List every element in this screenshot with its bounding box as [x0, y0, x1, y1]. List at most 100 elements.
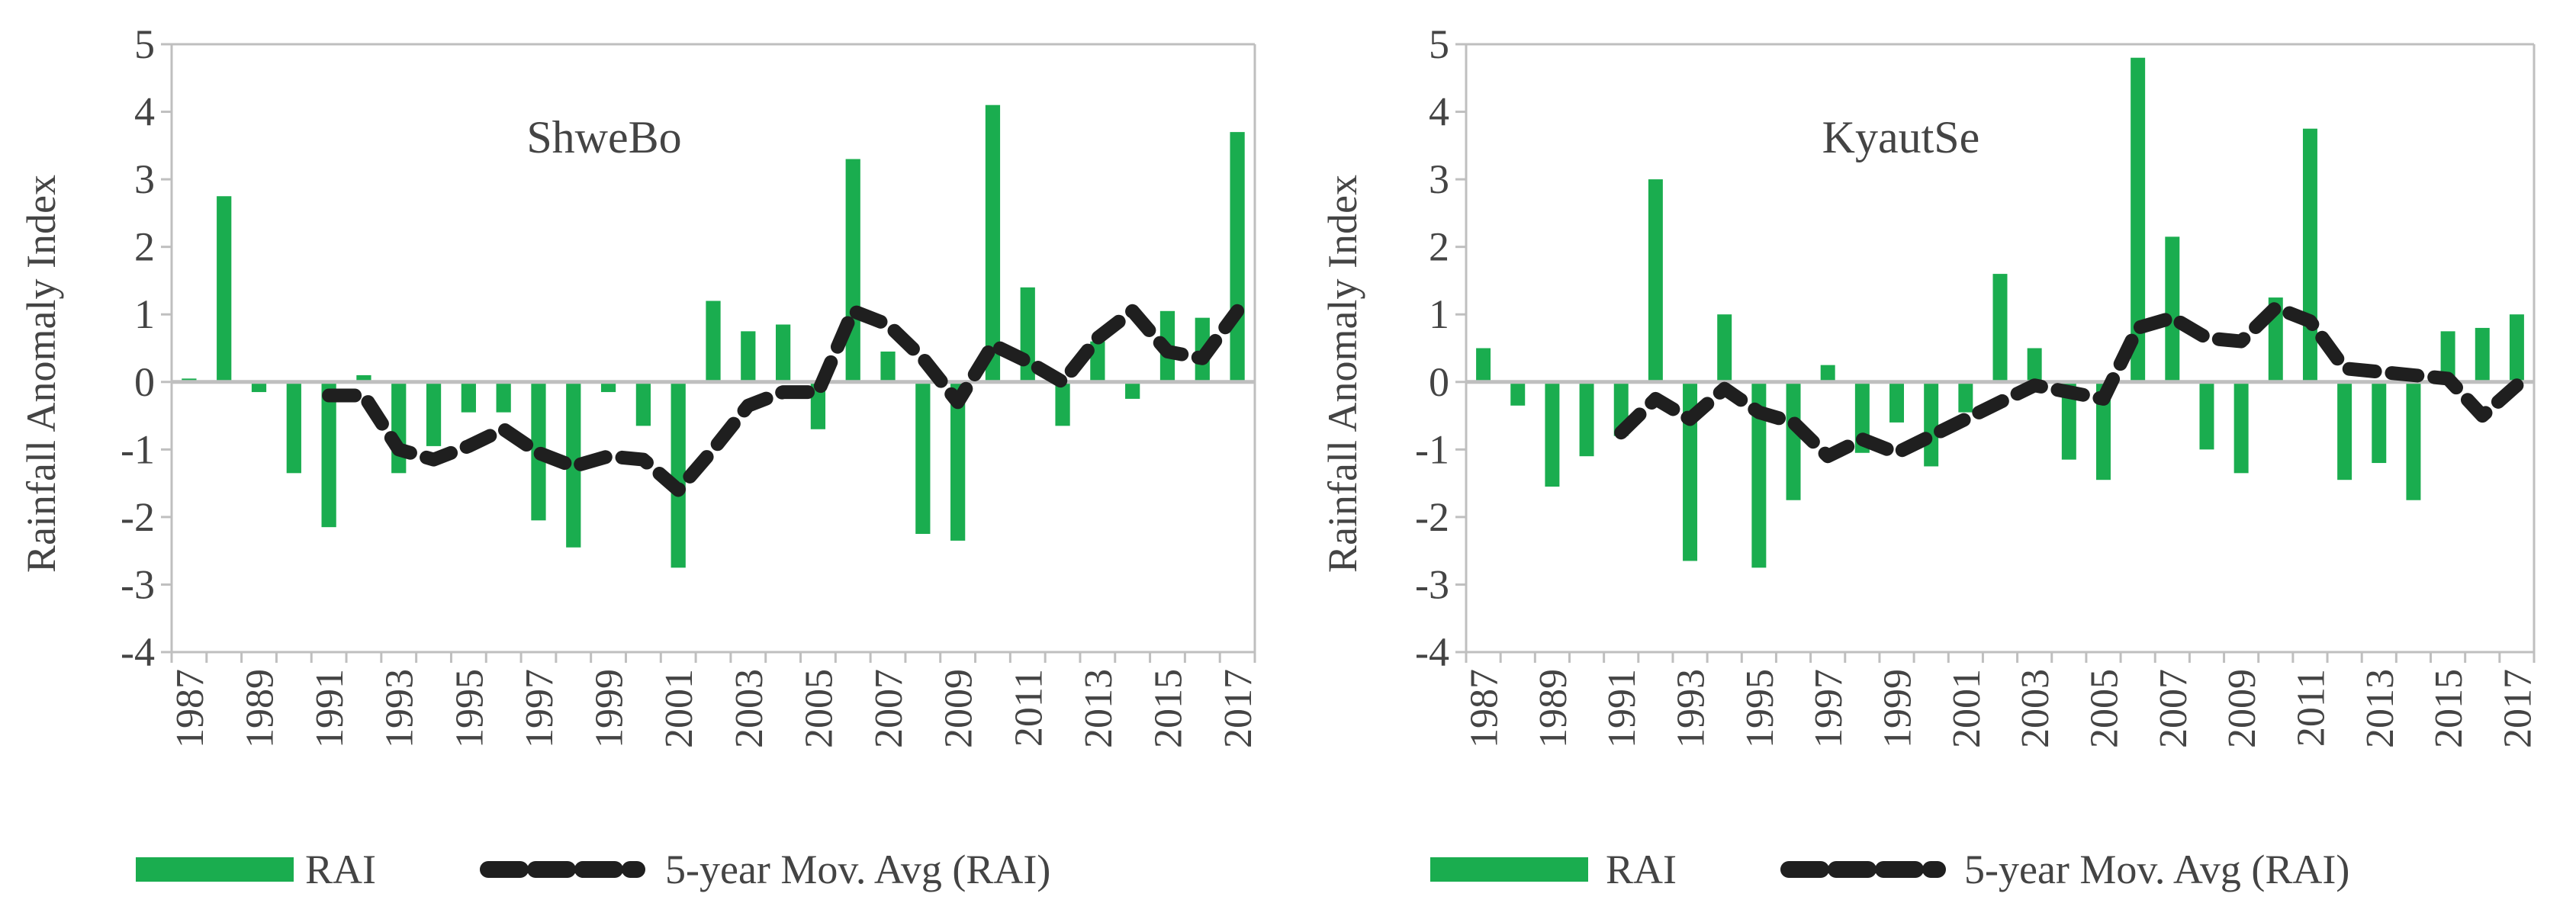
y-tick-label: 5 [134, 21, 155, 67]
bar-2017 [1230, 132, 1245, 382]
bar-1995 [461, 381, 476, 413]
x-tick-label-1989: 1989 [239, 669, 282, 748]
bar-2014 [1125, 381, 1140, 399]
x-tick-label-1995: 1995 [1738, 669, 1782, 748]
bar-1995 [1751, 381, 1767, 568]
bar-1990 [286, 381, 301, 474]
x-tick-label-2007: 2007 [2152, 669, 2195, 748]
bar-2008 [2199, 381, 2214, 450]
plot-area: 5 4 3 2 1 0 -1 -2 -3 -4 1987 1989 1991 1993 1995 1997 19… [1415, 21, 2539, 748]
bar-1991 [321, 381, 336, 528]
x-tick-label-2005: 2005 [2082, 669, 2126, 748]
y-tick-label: 3 [1429, 156, 1449, 202]
chart-title: KyautSe [1822, 112, 1980, 162]
bar-2004 [2061, 381, 2076, 460]
bar-1993 [1683, 381, 1698, 561]
x-tick-label-2013: 2013 [1077, 669, 1121, 748]
moving-average-line [1614, 301, 2524, 464]
y-tick-label: 5 [1429, 21, 1449, 67]
bar-1992 [356, 374, 371, 382]
bar-2013 [2372, 381, 2387, 464]
x-tick-label-2001: 2001 [1945, 669, 1989, 748]
bar-2004 [775, 324, 791, 382]
y-axis-label: Rainfall Anomaly Index [1320, 175, 1365, 573]
x-tick-label-1995: 1995 [448, 669, 491, 748]
x-tick-label-2011: 2011 [1007, 669, 1050, 747]
bar-1994 [426, 381, 442, 446]
x-tick-label-2011: 2011 [2289, 669, 2333, 747]
bar-1996 [1786, 381, 1801, 500]
y-tick-label: -4 [121, 629, 155, 675]
x-tick-label-2017: 2017 [1217, 669, 1260, 748]
bar-2017 [2509, 314, 2524, 382]
y-tick-label: -3 [121, 561, 155, 607]
bar-1988 [1510, 381, 1526, 406]
bar-2003 [741, 331, 756, 382]
x-tick-label-1987: 1987 [169, 669, 212, 748]
y-tick-label: -2 [121, 494, 155, 540]
bar-2005 [2096, 381, 2111, 480]
chart-kyautse: KyautSe Rainfall Anomaly Index RAI 5-yea… [1320, 21, 2539, 892]
legend-bar-swatch [1430, 857, 1588, 882]
x-tick-label-1989: 1989 [1532, 669, 1575, 748]
y-tick-label: 2 [1429, 224, 1449, 270]
bar-2001 [1958, 381, 1973, 413]
bar-1999 [600, 381, 616, 393]
y-tick-label: -1 [121, 426, 155, 472]
bar-2010 [985, 104, 1001, 382]
bar-2006 [2131, 57, 2146, 382]
bar-2007 [880, 351, 896, 382]
y-tick-label: 3 [134, 156, 155, 202]
y-tick-label: 0 [1429, 359, 1449, 405]
bar-2002 [706, 301, 721, 382]
legend-label-moving-average: 5-year Mov. Avg (RAI) [1964, 847, 2349, 892]
bar-1988 [217, 196, 232, 382]
bar-2011 [2302, 128, 2317, 382]
chart-title: ShweBo [526, 112, 681, 162]
legend-label-rai: RAI [1606, 847, 1677, 892]
x-tick-label-2015: 2015 [1146, 669, 1190, 748]
x-tick-label-1999: 1999 [1877, 669, 1920, 748]
y-tick-label: 0 [134, 359, 155, 405]
legend: RAI 5-year Mov. Avg (RAI) [1430, 847, 2349, 892]
bar-2000 [635, 381, 651, 426]
bar-1987 [1476, 348, 1491, 382]
x-tick-label-2009: 2009 [2221, 669, 2264, 748]
plot-area: 5 4 3 2 1 0 -1 -2 -3 -4 1987 1989 1991 1993 1995 1997 19… [121, 21, 1260, 748]
x-tick-label-2009: 2009 [937, 669, 981, 748]
bar-2007 [2165, 236, 2180, 382]
bar-2016 [2475, 327, 2490, 382]
bar-1999 [1889, 381, 1904, 423]
bar-2001 [671, 381, 686, 568]
bar-2012 [1055, 381, 1070, 426]
bar-1996 [496, 381, 511, 413]
x-tick-label-1991: 1991 [1600, 669, 1644, 748]
bar-1998 [566, 381, 581, 548]
y-tick-label: 2 [134, 224, 155, 270]
bar-2000 [1924, 381, 1939, 467]
x-tick-label-2003: 2003 [728, 669, 771, 748]
x-tick-label-1993: 1993 [378, 669, 422, 748]
bar-2003 [2027, 348, 2042, 382]
x-tick-label-2003: 2003 [2014, 669, 2057, 748]
bar-2009 [950, 381, 966, 541]
moving-average-line [322, 304, 1245, 497]
bar-2008 [915, 381, 931, 535]
x-tick-label-1991: 1991 [308, 669, 352, 748]
chart-shwebo: ShweBo Rainfall Anomaly Index RAI 5-year… [18, 21, 1260, 892]
legend-label-moving-average: 5-year Mov. Avg (RAI) [665, 847, 1050, 892]
legend: RAI 5-year Mov. Avg (RAI) [136, 847, 1050, 892]
y-tick-label: -2 [1415, 494, 1449, 540]
bar-1993 [391, 381, 407, 474]
bar-1994 [1717, 314, 1732, 382]
bar-1997 [1820, 365, 1835, 382]
x-tick-label-2001: 2001 [658, 669, 701, 748]
y-tick-label: 1 [134, 291, 155, 337]
x-tick-label-2007: 2007 [867, 669, 911, 748]
bar-2014 [2406, 381, 2421, 500]
x-tick-label-1999: 1999 [588, 669, 632, 748]
bar-1989 [251, 381, 267, 393]
legend-label-rai: RAI [305, 847, 376, 892]
